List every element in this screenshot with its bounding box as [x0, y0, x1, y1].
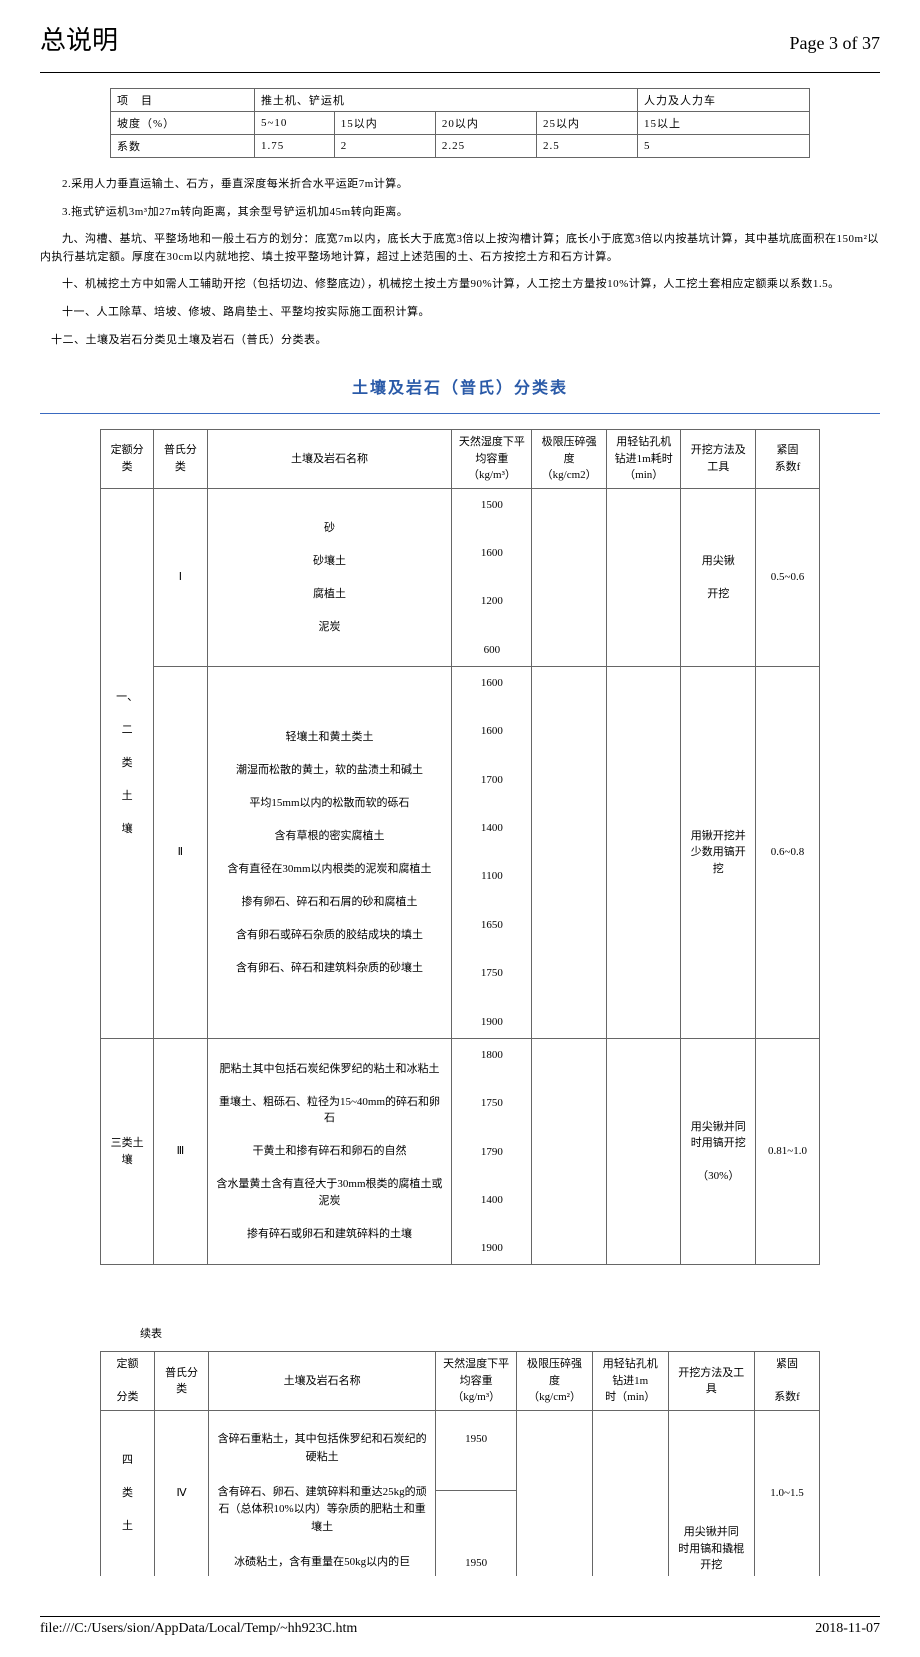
cell: 用尖锹 开挖: [681, 488, 756, 666]
cell: 项 目: [111, 89, 255, 112]
th: 极限压碎强度（kg/cm2）: [532, 430, 607, 489]
paragraph: 十二、土壤及岩石分类见土壤及岩石（普氏）分类表。: [40, 332, 880, 350]
cell: 坡度（%）: [111, 112, 255, 135]
paragraph: 九、沟槽、基坑、平整场地和一般土石方的划分：底宽7m以内，底长大于底宽3倍以上按…: [40, 231, 880, 266]
cell: 15以内: [334, 112, 435, 135]
cell: 5: [638, 135, 810, 158]
cell-names: 含碎石重粘土，其中包括侏罗纪和石炭纪的硬粘土 含有碎石、卵石、建筑碎料和重达25…: [209, 1410, 436, 1575]
page-header: 总说明 Page 3 of 37: [40, 20, 880, 57]
th: 天然湿度下平均容重 （kg/m³）: [436, 1352, 517, 1411]
th: 紧固系数f: [756, 430, 820, 489]
cell: 用尖锹并同时用镐开挖 （30%）: [681, 1038, 756, 1265]
th: 开挖方法及工具: [681, 430, 756, 489]
th: 定额分类: [101, 1352, 155, 1411]
cell: 0.5~0.6: [756, 488, 820, 666]
slope-table: 项 目 推土机、铲运机 人力及人力车 坡度（%） 5~10 15以内 20以内 …: [110, 88, 810, 158]
cell: 1.75: [254, 135, 334, 158]
th: 普氏分类: [155, 1352, 209, 1411]
cell: Ⅱ: [154, 666, 207, 1038]
paragraph: 3.拖式铲运机3m³加27m转向距离，其余型号铲运机加45m转向距离。: [40, 204, 880, 222]
cell-names: 肥粘土其中包括石炭纪侏罗纪的粘土和冰粘土 重壤土、粗砾石、粒径为15~40mm的…: [207, 1038, 452, 1265]
cell-vals: 1600 1600 1700 1400 1100 1650 1750 1900: [452, 666, 532, 1038]
footer-date: 2018-11-07: [815, 1621, 880, 1637]
cell: 0.6~0.8: [756, 666, 820, 1038]
cell: [532, 666, 607, 1038]
cell: Ⅲ: [154, 1038, 207, 1265]
paragraph: 2.采用人力垂直运输土、石方，垂直深度每米折合水平运距7m计算。: [40, 176, 880, 194]
cell-category: 四 类 土: [101, 1410, 155, 1575]
th: 土壤及岩石名称: [209, 1352, 436, 1411]
cell: [517, 1410, 593, 1575]
th: 极限压碎强度 （kg/cm²）: [517, 1352, 593, 1411]
cell: 推土机、铲运机: [254, 89, 637, 112]
cell-vals: 1800 1750 1790 1400 1900: [452, 1038, 532, 1265]
section-title: 土壤及岩石（普氏）分类表: [40, 374, 880, 398]
th: 用轻钻孔机钻进1m 时（min）: [592, 1352, 668, 1411]
cell-vals: 1500 1600 1200 600: [452, 488, 532, 666]
cell: [532, 1038, 607, 1265]
cell: 1950: [436, 1490, 517, 1575]
cell: [606, 666, 681, 1038]
classification-table: 定额分类 普氏分类 土壤及岩石名称 天然湿度下平均容重（kg/m³） 极限压碎强…: [100, 429, 820, 1265]
cell-names: 砂 砂壤土 腐植土 泥炭: [207, 488, 452, 666]
doc-title: 总说明: [40, 20, 118, 57]
cell: 2.25: [435, 135, 536, 158]
cell: 5~10: [254, 112, 334, 135]
th: 定额分类: [101, 430, 154, 489]
footer-path: file:///C:/Users/sion/AppData/Local/Temp…: [40, 1621, 357, 1637]
cell-category: 三类土壤: [101, 1038, 154, 1265]
cell: Ⅰ: [154, 488, 207, 666]
cell: 用尖锹并同 时用镐和撬棍 开挖: [668, 1410, 754, 1575]
th: 土壤及岩石名称: [207, 430, 452, 489]
classification-table-2: 定额分类 普氏分类 土壤及岩石名称 天然湿度下平均容重 （kg/m³） 极限压碎…: [100, 1351, 820, 1575]
cell: 系数: [111, 135, 255, 158]
cell: 0.81~1.0: [756, 1038, 820, 1265]
cell: 2.5: [536, 135, 637, 158]
th: 天然湿度下平均容重（kg/m³）: [452, 430, 532, 489]
cell: 20以内: [435, 112, 536, 135]
cell: Ⅳ: [155, 1410, 209, 1575]
cell: 人力及人力车: [638, 89, 810, 112]
th: 普氏分类: [154, 430, 207, 489]
paragraph: 十、机械挖土方中如需人工辅助开挖（包括切边、修整底边），机械挖土按土方量90%计…: [40, 276, 880, 294]
th: 用轻钻孔机钻进1m耗时（min）: [606, 430, 681, 489]
th: 开挖方法及工具: [668, 1352, 754, 1411]
th: 紧固系数f: [755, 1352, 820, 1411]
cell: [532, 488, 607, 666]
header-rule: [40, 72, 880, 73]
page-footer: file:///C:/Users/sion/AppData/Local/Temp…: [40, 1616, 880, 1637]
page-number: Page 3 of 37: [790, 33, 880, 54]
cell: 1.0~1.5: [755, 1410, 820, 1575]
cell-category: 一、 二 类 土 壤: [101, 488, 154, 1038]
cell: 1950: [436, 1410, 517, 1490]
cell: 25以内: [536, 112, 637, 135]
paragraph: 十一、人工除草、培坡、修坡、路肩垫土、平整均按实际施工面积计算。: [40, 304, 880, 322]
cell-names: 轻壤土和黄土类土 潮湿而松散的黄土，软的盐渍土和碱土 平均15mm以内的松散而软…: [207, 666, 452, 1038]
cell: [592, 1410, 668, 1575]
continue-label: 续表: [140, 1325, 880, 1341]
section-rule: [40, 413, 880, 414]
cell: [606, 1038, 681, 1265]
cell: 15以上: [638, 112, 810, 135]
cell: [606, 488, 681, 666]
cell: 用锹开挖并少数用镐开挖: [681, 666, 756, 1038]
cell: 2: [334, 135, 435, 158]
